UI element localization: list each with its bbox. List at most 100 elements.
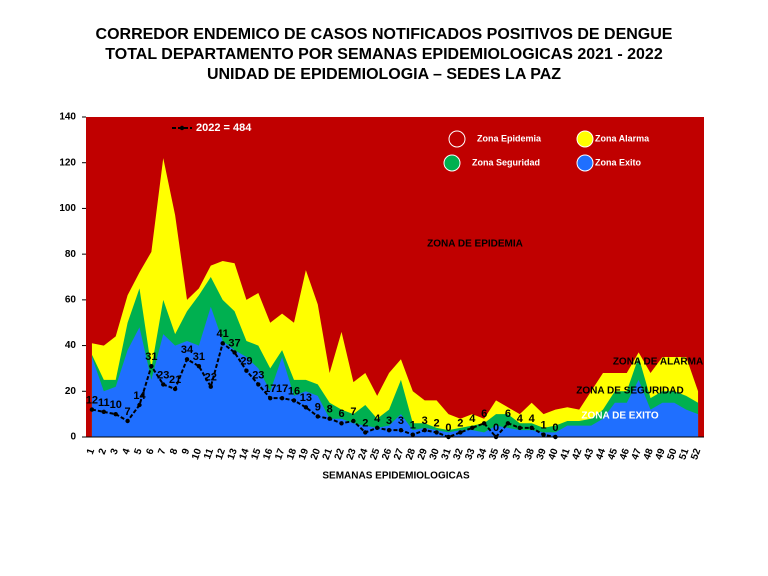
point	[220, 341, 225, 346]
point	[505, 421, 511, 426]
point	[291, 398, 297, 403]
data-label: 7	[125, 406, 131, 418]
point	[303, 405, 309, 410]
zone-annotation: ZONA DE ALARMA	[613, 357, 703, 368]
point	[137, 402, 142, 408]
legend-swatch	[448, 130, 466, 148]
data-label: 16	[288, 385, 300, 397]
point	[113, 411, 118, 417]
legend-point	[179, 125, 185, 131]
data-label: 34	[181, 344, 194, 356]
point	[386, 427, 392, 433]
x-tick-label: 26	[380, 447, 394, 462]
point	[125, 418, 130, 424]
x-tick-label: 51	[677, 447, 691, 462]
x-tick-label: 42	[570, 447, 584, 462]
data-label: 1	[540, 420, 546, 432]
x-tick-label: 24	[356, 447, 370, 462]
point	[101, 409, 107, 415]
data-label: 23	[252, 369, 264, 381]
zone-annotation: ZONA DE SEGURIDAD	[576, 386, 683, 397]
legend-label: Zona Epidemia	[477, 133, 542, 143]
x-tick-label: 48	[642, 447, 656, 462]
x-tick-label: 38	[523, 447, 537, 462]
data-label: 7	[350, 406, 356, 418]
x-tick-label: 44	[594, 447, 608, 462]
legend-swatch	[576, 154, 594, 172]
legend-label: 2022 = 484	[196, 122, 252, 134]
data-label: 4	[374, 413, 381, 425]
y-tick-label: 0	[70, 432, 76, 443]
data-label: 8	[327, 404, 333, 416]
point	[315, 414, 320, 419]
x-tick-label: 34	[475, 447, 489, 462]
legend-swatch	[443, 154, 461, 172]
legend-swatch	[576, 130, 594, 148]
x-tick-label: 32	[452, 447, 466, 462]
x-tick-label: 18	[285, 447, 299, 462]
data-label: 3	[386, 415, 392, 427]
point	[268, 395, 273, 401]
legend-label: Zona Alarma	[595, 133, 650, 143]
point	[363, 430, 368, 435]
data-label: 23	[157, 369, 169, 381]
data-label: 4	[469, 413, 476, 425]
x-tick-label: 29	[416, 447, 430, 462]
x-tick-label: 36	[499, 447, 513, 462]
x-tick-label: 14	[238, 447, 252, 462]
legend-label: Zona Exito	[595, 157, 642, 167]
data-label: 11	[98, 397, 110, 409]
x-tick-label: 5	[133, 447, 145, 456]
x-tick-label: 33	[463, 447, 477, 462]
x-tick-label: 23	[345, 447, 359, 462]
x-tick-label: 52	[689, 447, 703, 462]
x-tick-label: 49	[654, 447, 668, 462]
x-tick-label: 25	[368, 447, 382, 462]
chart-title: UNIDAD DE EPIDEMIOLOGIA – SEDES LA PAZ	[207, 66, 561, 83]
x-tick-label: 16	[261, 447, 275, 462]
x-tick-label: 47	[630, 447, 644, 462]
data-label: 0	[493, 422, 499, 434]
data-label: 41	[217, 328, 229, 340]
x-tick-label: 13	[226, 447, 240, 462]
y-tick-label: 40	[65, 340, 77, 351]
x-tick-label: 37	[511, 447, 525, 462]
x-tick-label: 41	[558, 447, 572, 462]
data-label: 3	[422, 415, 428, 427]
chart-title: CORREDOR ENDEMICO DE CASOS NOTIFICADOS P…	[96, 26, 673, 43]
x-tick-label: 50	[665, 447, 679, 462]
x-tick-label: 46	[618, 447, 632, 462]
data-label: 6	[481, 408, 487, 420]
zone-annotation: ZONA DE EPIDEMIA	[427, 239, 523, 250]
point	[232, 350, 237, 355]
data-label: 31	[145, 351, 157, 363]
x-tick-label: 21	[321, 447, 335, 462]
point	[541, 432, 546, 437]
x-tick-label: 19	[297, 447, 311, 462]
y-tick-label: 140	[59, 112, 76, 123]
y-tick-label: 120	[59, 157, 76, 168]
point	[398, 427, 404, 433]
point	[470, 425, 475, 431]
data-label: 0	[445, 422, 451, 434]
data-label: 12	[86, 394, 98, 406]
point	[196, 363, 202, 369]
data-label: 3	[398, 415, 404, 427]
data-label: 2	[457, 417, 463, 429]
point	[172, 386, 178, 392]
data-label: 22	[205, 372, 217, 384]
x-tick-label: 17	[273, 447, 287, 462]
x-tick-label: 11	[202, 447, 216, 461]
point	[149, 363, 154, 369]
x-tick-label: 40	[547, 447, 561, 462]
point	[161, 382, 166, 387]
x-tick-label: 30	[428, 447, 442, 462]
data-label: 17	[264, 383, 276, 395]
x-tick-label: 12	[214, 447, 228, 462]
data-label: 0	[552, 422, 558, 434]
y-tick-label: 60	[65, 294, 77, 305]
point	[481, 421, 487, 426]
zone-area	[91, 306, 699, 437]
data-label: 1	[410, 420, 416, 432]
point	[327, 416, 332, 421]
